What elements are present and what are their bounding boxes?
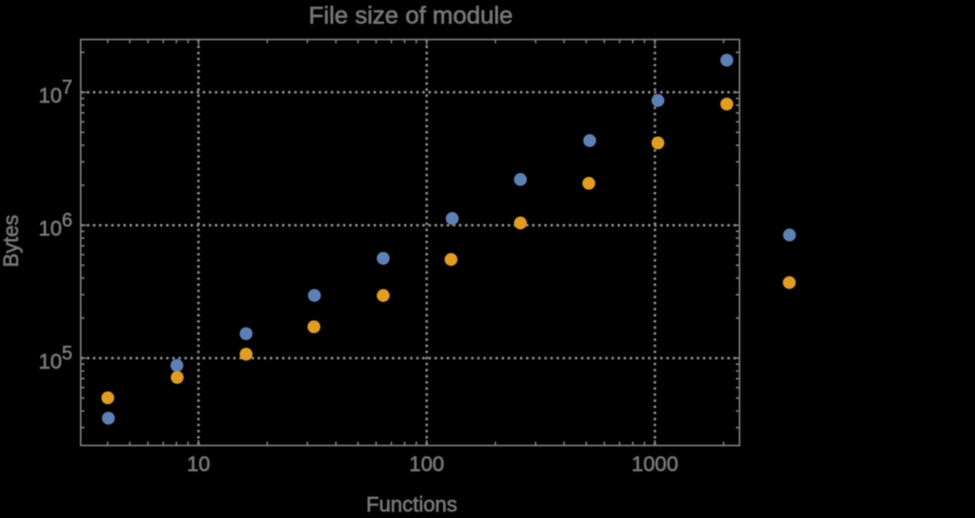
svg-text:Functions: Functions [366, 494, 457, 513]
svg-text:100: 100 [409, 453, 444, 476]
svg-text:File size of module: File size of module [309, 3, 513, 30]
svg-text:10: 10 [187, 453, 210, 476]
svg-text:1000: 1000 [632, 453, 679, 476]
svg-text:Bytes: Bytes [0, 215, 23, 268]
